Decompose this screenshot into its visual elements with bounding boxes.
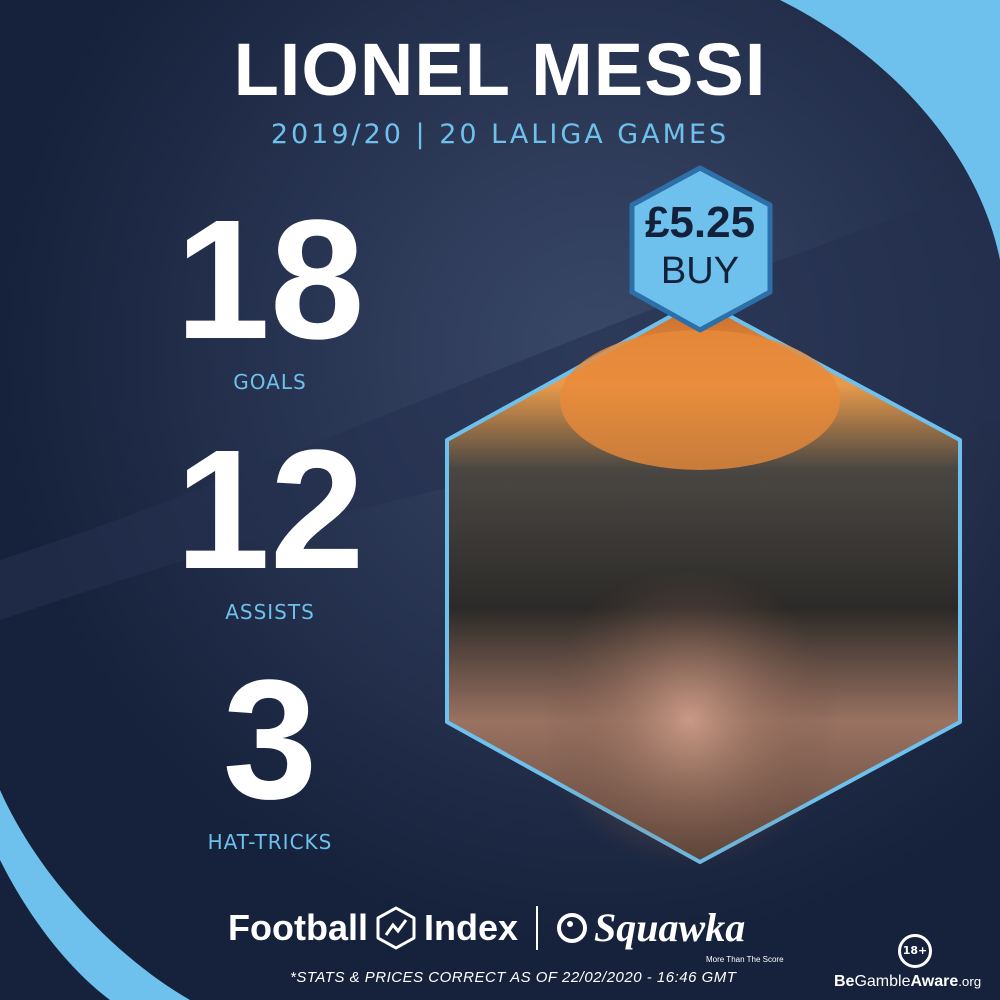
- squawka-logo: Squawka: [594, 905, 746, 950]
- price-value: £5.25: [644, 198, 756, 247]
- football-index-hex-icon: [376, 906, 416, 950]
- stat-value: 18: [175, 185, 365, 375]
- football-index-logo-right: Index: [423, 907, 519, 948]
- age-restriction-badge: 18+: [898, 934, 932, 968]
- stat-goals: 18 GOALS: [160, 195, 380, 395]
- stat-hat-tricks: 3 HAT-TRICKS: [160, 655, 380, 855]
- stat-value: 12: [175, 415, 365, 605]
- stat-label: GOALS: [233, 370, 307, 394]
- player-photo: [445, 298, 962, 870]
- stat-assists: 12 ASSISTS: [160, 425, 380, 625]
- logo-part: Aware: [910, 973, 959, 990]
- begambleaware-logo: BeGambleAware.org: [834, 972, 981, 992]
- stat-value: 3: [222, 645, 318, 835]
- page-subtitle: 2019/20 | 20 LALIGA GAMES: [270, 119, 730, 150]
- stat-label: HAT-TRICKS: [207, 830, 333, 854]
- divider: [536, 906, 539, 950]
- page-title: LIONEL MESSI: [233, 28, 767, 111]
- price-action: BUY: [660, 250, 740, 292]
- stat-label: ASSISTS: [225, 600, 315, 624]
- squawka-logo-icon: [557, 913, 588, 943]
- squawka-tagline: More Than The Score: [706, 955, 784, 964]
- logo-part: .org: [958, 974, 982, 989]
- price-badge: [629, 165, 773, 333]
- logo-part: Gamble: [854, 973, 911, 990]
- logo-part: Be: [834, 973, 855, 990]
- disclaimer: *STATS & PRICES CORRECT AS OF 22/02/2020…: [290, 969, 737, 986]
- sponsor-logos: Football Index Squawka More Than The Sco…: [228, 905, 784, 964]
- football-index-logo-left: Football: [228, 907, 368, 948]
